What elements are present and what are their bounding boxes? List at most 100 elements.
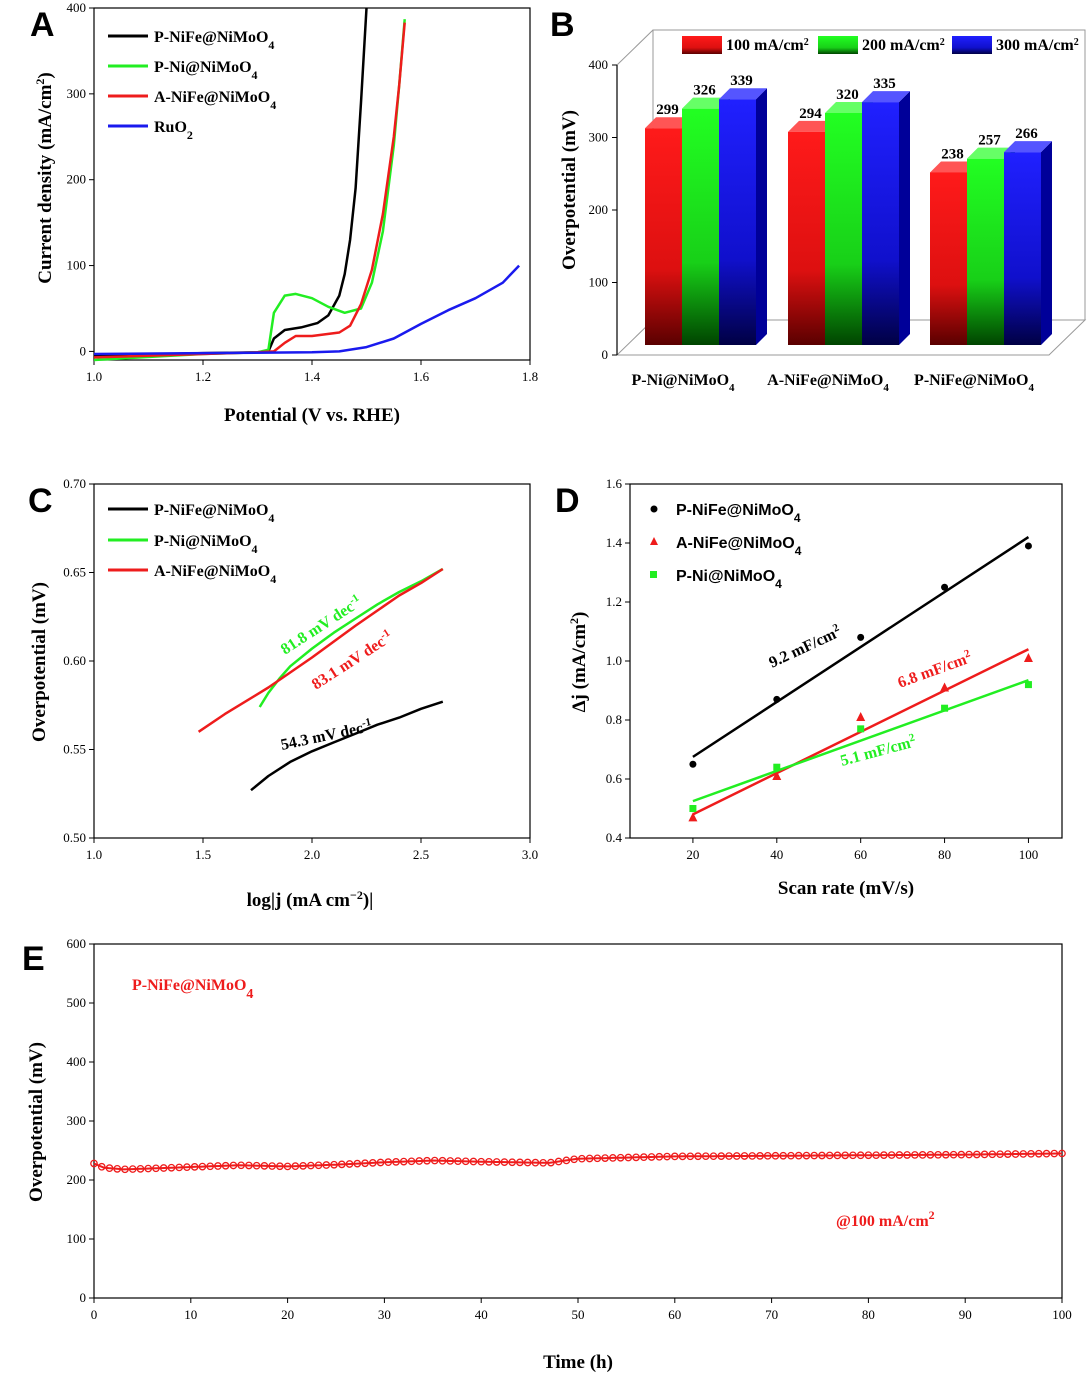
stability-marker [485,1157,493,1166]
legend-c-pni: P-Ni@NiMoO4 [154,533,258,556]
stability-marker [818,1151,826,1160]
bar-value-label: 326 [693,83,716,99]
bar [862,102,899,345]
x-tick-label: 2.5 [413,847,429,862]
legend-b-green-swatch [818,36,858,54]
panel-d-legend: P-NiFe@NiMoO4 A-NiFe@NiMoO4 P-Ni@NiMoO4 [650,502,802,591]
y-tick-label: 0 [80,343,87,358]
y-tick-label: 0.55 [63,742,86,757]
x-tick-label: 70 [765,1307,778,1322]
stability-marker [221,1161,230,1170]
stability-marker [957,1150,966,1159]
data-point [688,812,698,822]
bar-value-label: 294 [799,106,822,122]
bar-top [825,102,873,113]
stability-marker [314,1161,323,1170]
bar-top [967,147,1015,159]
series-line-2 [197,567,444,733]
stability-marker [423,1156,431,1165]
x-tick-label: 1.6 [413,369,430,384]
data-point [856,712,866,722]
stability-marker [121,1165,129,1174]
stability-marker [190,1163,199,1171]
stability-marker [175,1163,184,1172]
stability-marker [399,1157,408,1166]
bar-value-label: 299 [656,102,679,118]
series-line-3 [93,264,521,356]
legend-d-green-marker [650,571,657,578]
stability-marker [686,1152,695,1161]
stability-marker [97,1162,106,1171]
y-tick-label: 100 [589,275,609,290]
legend-d-anife: A-NiFe@NiMoO4 [676,535,802,558]
stability-marker [694,1152,702,1161]
bar-value-label: 257 [978,133,1001,149]
bar-value-label: 266 [1015,126,1038,142]
y-tick-label: 300 [589,130,609,145]
panel-d-ylabel: Δj (mA/cm2) [567,612,590,713]
stability-marker [849,1151,857,1160]
panel-c-xlabel: log|j (mA cm−2)| [247,888,374,911]
x-tick-label: 1.0 [86,369,102,384]
x-tick-label: 100 [1052,1307,1072,1322]
stability-marker [670,1152,679,1161]
stability-marker [616,1153,625,1162]
panel-c-legend: P-NiFe@NiMoO4 P-Ni@NiMoO4 A-NiFe@NiMoO4 [108,502,276,586]
stability-marker [949,1150,958,1159]
x-tick-label: 80 [862,1307,875,1322]
legend-a-pni: P-Ni@NiMoO4 [154,59,258,82]
stability-marker [245,1161,253,1170]
panel-b-legend: 100 mA/cm2 200 mA/cm2 300 mA/cm2 [682,36,1079,54]
y-tick-label: 400 [589,57,609,72]
stability-marker [562,1156,571,1165]
panel-e-annotation: @100 mA/cm2 [836,1208,935,1230]
panel-a-xlabel: Potential (V vs. RHE) [224,405,400,426]
stability-marker [1011,1150,1020,1158]
stability-marker [787,1151,795,1160]
x-tick-label: 1.4 [304,369,321,384]
stability-marker [214,1162,222,1170]
panel-a-chart: 1.0 1.2 1.4 1.6 1.8 0 100 200 300 400 Potential (… [33,0,538,426]
bar [719,99,756,345]
stability-marker [709,1152,718,1161]
data-point [940,682,950,692]
stability-marker [763,1151,772,1160]
x-tick-label: 1.2 [195,369,211,384]
panel-d-chart: 20 40 60 80 100 0.4 0.6 0.8 1.0 1.2 1.4 1.6 Scan ra… [567,476,1063,899]
stability-marker [430,1156,439,1165]
panel-label-d: D [555,482,580,520]
stability-marker [810,1151,819,1160]
data-point [772,771,782,781]
x-tick-label: 40 [475,1307,488,1322]
stability-marker [461,1157,470,1166]
bar [967,158,1004,345]
stability-marker [492,1158,501,1166]
data-point [773,763,781,771]
stability-marker [415,1157,424,1165]
stability-marker [903,1151,911,1159]
bar-value-label: 238 [941,146,964,162]
stability-marker [872,1151,880,1160]
panel-label-a: A [30,6,55,44]
stability-marker [554,1157,563,1166]
legend-b-100: 100 mA/cm2 [726,37,809,55]
stability-marker [601,1154,609,1162]
stability-marker [748,1152,757,1160]
x-tick-label: 60 [668,1307,681,1322]
y-tick-label: 100 [67,258,87,273]
bar-top [1004,141,1052,153]
stability-marker [113,1164,122,1173]
x-tick-label: 3.0 [522,847,538,862]
stability-marker [608,1154,617,1162]
y-tick-label: 1.6 [606,476,623,491]
legend-d-pnife: P-NiFe@NiMoO4 [676,502,801,525]
bar [682,108,719,346]
stability-marker [996,1150,1004,1159]
panel-e-xlabel: Time (h) [543,1352,613,1373]
legend-b-300: 300 mA/cm2 [996,37,1079,55]
y-tick-label: 200 [67,172,87,187]
stability-marker [988,1150,997,1159]
stability-marker [516,1158,524,1167]
panel-c-chart: 1.0 1.5 2.0 2.5 3.0 0.50 0.55 0.60 0.65 0.70 log|… [29,476,538,911]
panel-b-chart: 0 100 200 300 400 299 326 339 294 320 335 238 257 26… [559,29,1087,394]
